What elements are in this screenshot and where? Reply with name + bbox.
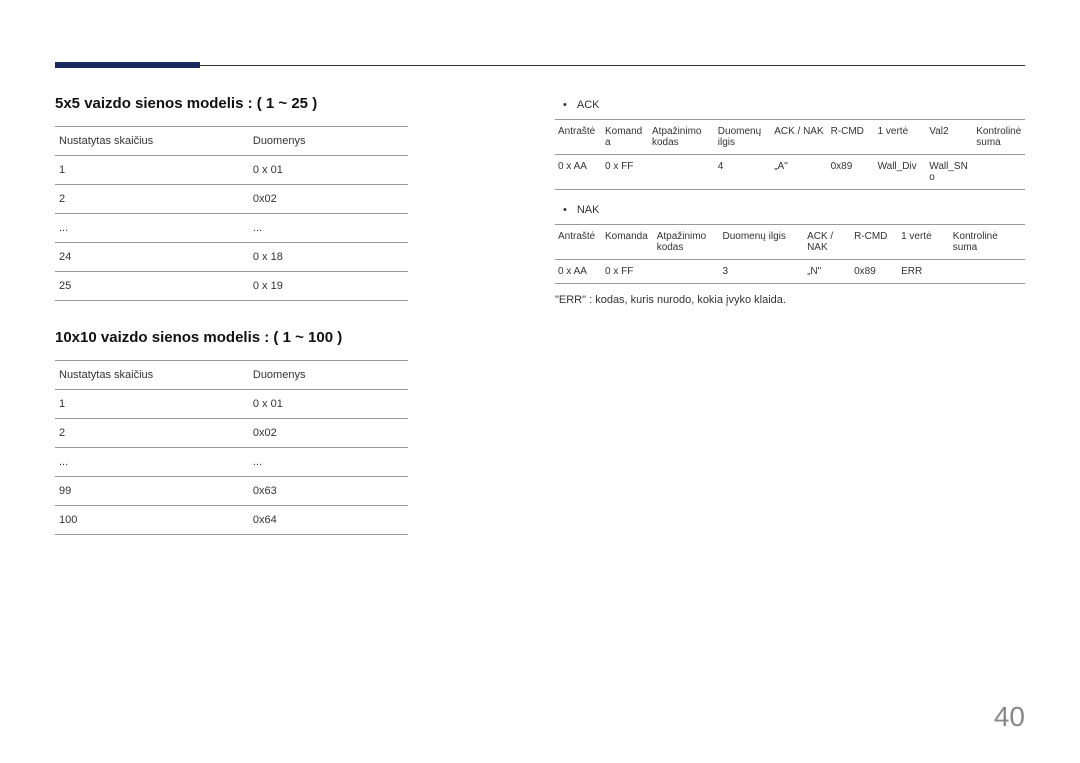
table-cell: 0 x 01 <box>249 156 408 185</box>
table-cell: ... <box>55 214 249 243</box>
table-header-cell: Nustatytas skaičius <box>55 127 249 156</box>
table-cell: 0 x 19 <box>249 272 408 301</box>
ack-bullet: ACK <box>555 95 1025 119</box>
table-header-cell: Antraštė <box>555 120 602 155</box>
table-cell: 0x63 <box>249 477 408 506</box>
table-cell: ... <box>249 214 408 243</box>
table-cell: 0x02 <box>249 185 408 214</box>
table-cell: 100 <box>55 506 249 535</box>
table-header-cell: Komanda <box>602 225 654 260</box>
table-cell <box>649 155 715 190</box>
table-cell: 0x02 <box>249 419 408 448</box>
page-number: 40 <box>994 701 1025 733</box>
table-cell: 1 <box>55 156 249 185</box>
table-header-cell: ACK / NAK <box>771 120 827 155</box>
table-cell: 0x64 <box>249 506 408 535</box>
table-cell <box>973 155 1025 190</box>
table-header-cell: Atpažinimo kodas <box>649 120 715 155</box>
table-cell: ... <box>55 448 249 477</box>
table-cell: 0 x FF <box>602 260 654 284</box>
table-cell: 0x89 <box>851 260 898 284</box>
table-cell: 0 x AA <box>555 260 602 284</box>
footnote-text: "ERR" : kodas, kuris nurodo, kokia įvyko… <box>555 294 1025 306</box>
table-header-cell: Kontrolinė suma <box>950 225 1025 260</box>
table-cell: ... <box>249 448 408 477</box>
table-header-cell: 1 vertė <box>898 225 950 260</box>
table-header-cell: Komanda <box>602 120 649 155</box>
right-column: ACK AntraštėKomandaAtpažinimo kodasDuome… <box>555 95 1025 563</box>
left-column: 5x5 vaizdo sienos modelis : ( 1 ~ 25 ) N… <box>55 95 525 563</box>
table-header-cell: Kontrolinė suma <box>973 120 1025 155</box>
table-cell: Wall_SNo <box>926 155 973 190</box>
table-header-cell: Atpažinimo kodas <box>654 225 720 260</box>
table-header-cell: R-CMD <box>828 120 875 155</box>
table-cell: Wall_Div <box>875 155 927 190</box>
content-area: 5x5 vaizdo sienos modelis : ( 1 ~ 25 ) N… <box>55 95 1025 563</box>
ack-table: AntraštėKomandaAtpažinimo kodasDuomenų i… <box>555 119 1025 190</box>
table-header-cell: Nustatytas skaičius <box>55 361 249 390</box>
table-cell: 0 x AA <box>555 155 602 190</box>
table-cell: 2 <box>55 185 249 214</box>
table-cell: 1 <box>55 390 249 419</box>
section2-table: Nustatytas skaičius Duomenys 10 x 0120x0… <box>55 360 408 535</box>
accent-bar <box>55 62 200 68</box>
table-header-cell: 1 vertė <box>875 120 927 155</box>
nak-bullet: NAK <box>555 200 1025 224</box>
table-cell: 0 x 18 <box>249 243 408 272</box>
section1-table: Nustatytas skaičius Duomenys 10 x 0120x0… <box>55 126 408 301</box>
nak-table: AntraštėKomandaAtpažinimo kodasDuomenų i… <box>555 224 1025 284</box>
table-header-cell: Duomenų ilgis <box>715 120 771 155</box>
table-cell: 0 x FF <box>602 155 649 190</box>
table-cell: 24 <box>55 243 249 272</box>
table-cell: 4 <box>715 155 771 190</box>
table-cell <box>950 260 1025 284</box>
section2-title: 10x10 vaizdo sienos modelis : ( 1 ~ 100 … <box>55 329 525 346</box>
table-cell: 0 x 01 <box>249 390 408 419</box>
table-header-cell: Antraštė <box>555 225 602 260</box>
section1-title: 5x5 vaizdo sienos modelis : ( 1 ~ 25 ) <box>55 95 525 112</box>
table-cell: ERR <box>898 260 950 284</box>
table-header-cell: Val2 <box>926 120 973 155</box>
table-cell: „N" <box>804 260 851 284</box>
table-cell: 2 <box>55 419 249 448</box>
table-cell: „A" <box>771 155 827 190</box>
table-header-cell: Duomenų ilgis <box>719 225 804 260</box>
table-cell: 25 <box>55 272 249 301</box>
table-cell: 0x89 <box>828 155 875 190</box>
table-cell: 3 <box>719 260 804 284</box>
table-header-cell: Duomenys <box>249 127 408 156</box>
table-cell <box>654 260 720 284</box>
page-top-rule <box>55 65 1025 66</box>
table-header-cell: Duomenys <box>249 361 408 390</box>
table-header-cell: ACK / NAK <box>804 225 851 260</box>
table-cell: 99 <box>55 477 249 506</box>
table-header-cell: R-CMD <box>851 225 898 260</box>
